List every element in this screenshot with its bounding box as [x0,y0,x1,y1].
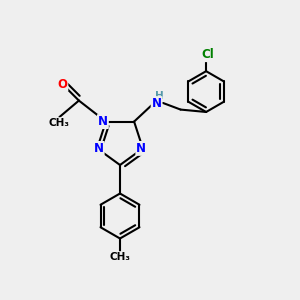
Text: Cl: Cl [201,48,214,61]
Text: CH₃: CH₃ [110,252,130,262]
Text: N: N [152,97,162,110]
Text: CH₃: CH₃ [49,118,70,128]
Text: H: H [154,91,164,101]
Text: O: O [57,78,68,91]
Text: N: N [94,142,104,155]
Text: N: N [136,142,146,155]
Text: N: N [98,115,108,128]
